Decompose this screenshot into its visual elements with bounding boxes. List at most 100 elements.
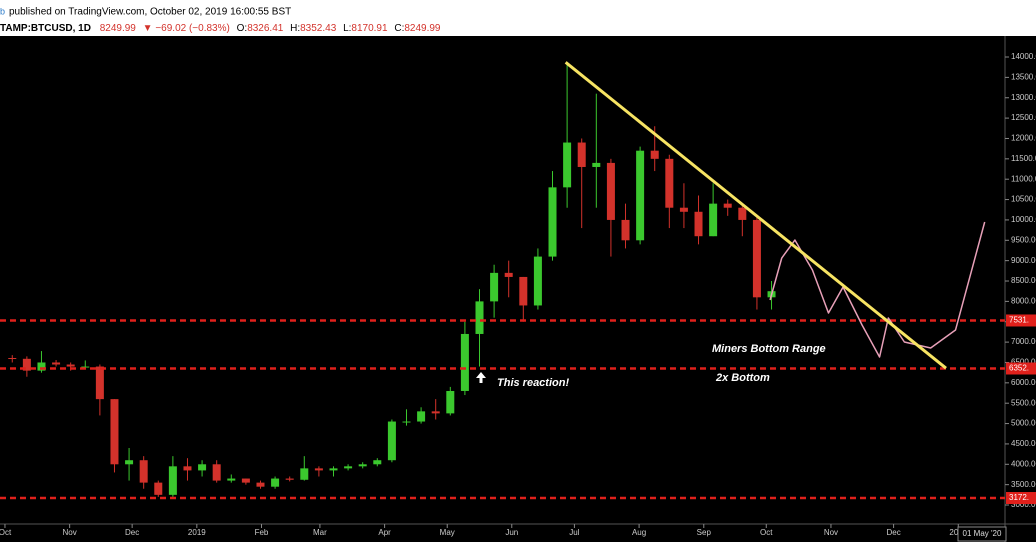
- candle-body: [738, 207, 747, 220]
- candle-body: [402, 421, 411, 423]
- level-label: 3172.: [1009, 493, 1029, 502]
- candle-body: [723, 203, 732, 208]
- candle-body: [37, 362, 46, 371]
- y-tick-label: 3500.00: [1011, 480, 1036, 489]
- candle-body: [358, 464, 367, 467]
- x-tick-label: Jul: [569, 528, 579, 537]
- candle-body: [373, 460, 382, 465]
- candle-body: [241, 478, 250, 483]
- ohlc-label: H:: [290, 23, 300, 34]
- change: ▼ −69.02 (−0.83%): [143, 23, 230, 34]
- level-label-box: [1006, 492, 1036, 505]
- candle-body: [752, 219, 761, 298]
- candle-body: [533, 256, 542, 306]
- y-tick-label: 9500.00: [1011, 235, 1036, 244]
- x-tick-label: Mar: [313, 528, 327, 537]
- x-tick-label: Jun: [505, 528, 518, 537]
- ohlc-value: 8170.91: [351, 23, 388, 34]
- y-tick-label: 5500.00: [1011, 398, 1036, 407]
- y-tick-label: 12000.00: [1011, 134, 1036, 143]
- candle-body: [344, 466, 353, 469]
- candle-body: [446, 390, 455, 414]
- candle-body: [81, 366, 90, 368]
- header-bar: [0, 0, 1036, 36]
- candle-body: [95, 366, 104, 400]
- candle-body: [66, 364, 75, 367]
- ohlc-label: O:: [237, 23, 248, 34]
- candle-body: [154, 482, 163, 495]
- y-tick-label: 8000.00: [1011, 296, 1036, 305]
- candle-body: [125, 460, 134, 465]
- candle-body: [679, 207, 688, 212]
- y-tick-label: 14000.00: [1011, 52, 1036, 61]
- x-tick-label: Nov: [63, 528, 77, 537]
- x-tick-label: Nov: [824, 528, 838, 537]
- x-tick-label: May: [440, 528, 455, 537]
- x-tick-label: 2019: [188, 528, 206, 537]
- candle-body: [606, 162, 615, 220]
- candle-body: [387, 421, 396, 461]
- level-label-box: [1006, 362, 1036, 375]
- candle-body: [504, 272, 513, 277]
- level-label: 6352.: [1009, 364, 1029, 373]
- candle-body: [271, 478, 280, 487]
- published: published on TradingView.com, October 02…: [9, 7, 291, 18]
- x-tick-label: Apr: [378, 528, 391, 537]
- ohlc-value: 8249.99: [404, 23, 441, 34]
- y-tick-label: 6500.00: [1011, 358, 1036, 367]
- candle-body: [110, 399, 119, 465]
- candle-body: [694, 211, 703, 237]
- candle-body: [52, 362, 61, 365]
- candle-body: [475, 301, 484, 334]
- candle-body: [212, 464, 221, 481]
- symbol-line: TAMP:BTCUSD, 1D 8249.99 ▼ −69.02 (−0.83%…: [0, 23, 441, 34]
- y-tick-label: 13000.00: [1011, 93, 1036, 102]
- candle-body: [650, 150, 659, 159]
- candle-body: [183, 466, 192, 471]
- last: 8249.99: [100, 23, 137, 34]
- y-tick-label: 8500.00: [1011, 276, 1036, 285]
- ohlc-value: 8352.43: [300, 23, 337, 34]
- candle-body: [198, 464, 207, 471]
- y-tick-label: 5000.00: [1011, 419, 1036, 428]
- y-tick-label: 11500.00: [1011, 154, 1036, 163]
- candle-body: [22, 358, 31, 371]
- level-label: 7531.: [1009, 316, 1029, 325]
- annotation: 2x Bottom: [715, 372, 770, 384]
- candle-body: [168, 466, 177, 495]
- candle-body: [548, 187, 557, 257]
- symbol: TAMP:BTCUSD, 1D: [0, 23, 91, 34]
- candle-body: [665, 158, 674, 208]
- candle-body: [256, 482, 265, 487]
- level-label-box: [1006, 314, 1036, 327]
- projection-line: [769, 221, 986, 358]
- x-tick-label: Dec: [886, 528, 900, 537]
- y-tick-label: 10000.00: [1011, 215, 1036, 224]
- y-tick-label: 13500.00: [1011, 72, 1036, 81]
- x-tick-label: Dec: [125, 528, 139, 537]
- ohlc-label: C:: [394, 23, 404, 34]
- candle-body: [636, 150, 645, 241]
- time-label-box: [957, 526, 1007, 542]
- x-tick-label: Feb: [255, 528, 269, 537]
- candle-body: [519, 276, 528, 306]
- candle-body: [431, 411, 440, 414]
- x-tick-label: Aug: [632, 528, 646, 537]
- x-tick-label: Oct: [0, 528, 12, 537]
- candle-body: [563, 142, 572, 188]
- candle-body: [329, 468, 338, 471]
- candle-body: [577, 142, 586, 167]
- candle-body: [300, 468, 309, 480]
- candle-body: [592, 162, 601, 167]
- y-tick-label: 6000.00: [1011, 378, 1036, 387]
- ohlc-value: 8326.41: [247, 23, 284, 34]
- logo: b: [0, 6, 5, 16]
- y-tick-label: 4500.00: [1011, 439, 1036, 448]
- candle-body: [460, 333, 469, 391]
- candle-body: [227, 478, 236, 481]
- y-tick-label: 3000.00: [1011, 500, 1036, 509]
- y-tick-label: 11000.00: [1011, 174, 1036, 183]
